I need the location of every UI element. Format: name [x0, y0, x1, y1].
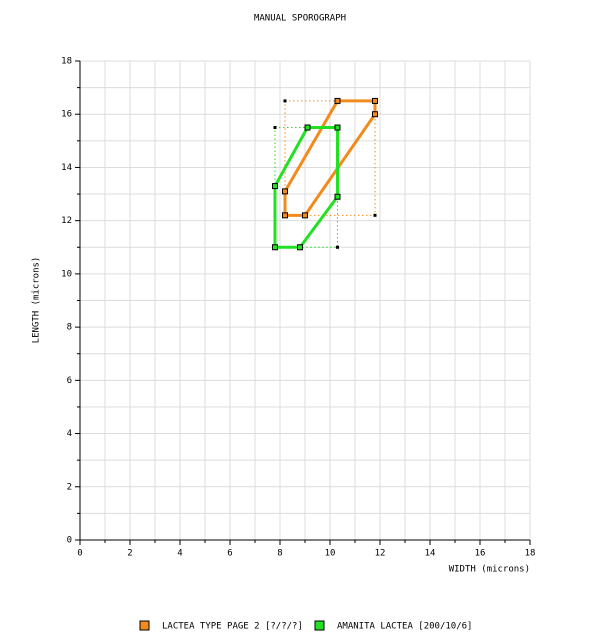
vertex — [272, 183, 278, 190]
vertex — [334, 97, 341, 104]
x-tick-label: 8 — [277, 549, 282, 559]
legend-label: LACTEA TYPE PAGE 2 [?/?/?] — [162, 622, 303, 632]
y-tick-label: 4 — [67, 429, 72, 439]
x-tick-label: 14 — [425, 549, 436, 559]
chart-title: MANUAL SPOROGRAPH — [254, 14, 346, 24]
y-tick-label: 10 — [61, 269, 72, 279]
vertex — [372, 97, 378, 104]
x-tick-label: 0 — [77, 549, 82, 559]
x-tick-label: 16 — [475, 549, 486, 559]
x-tick-label: 18 — [525, 549, 536, 559]
y-tick-label: 6 — [67, 376, 72, 386]
vertex — [372, 111, 378, 118]
legend-swatch — [314, 620, 325, 631]
vertex — [297, 244, 303, 251]
y-tick-label: 0 — [67, 536, 72, 546]
x-tick-label: 6 — [227, 549, 232, 559]
y-tick-label: 16 — [61, 110, 72, 120]
vertex — [282, 212, 288, 219]
x-tick-label: 2 — [127, 549, 132, 559]
vertex — [302, 212, 308, 219]
box-corner — [283, 99, 287, 103]
y-axis-label: LENGTH (microns) — [32, 257, 42, 344]
y-tick-label: 18 — [61, 57, 72, 67]
box-corner — [373, 213, 377, 217]
x-tick-label: 10 — [325, 549, 336, 559]
vertex — [282, 188, 288, 195]
legend-swatch — [139, 620, 150, 631]
bounding-box — [284, 100, 376, 216]
x-tick-label: 12 — [375, 549, 386, 559]
legend-label: AMANITA LACTEA [200/10/6] — [337, 622, 472, 632]
y-tick-label: 2 — [67, 482, 72, 492]
y-tick-label: 8 — [67, 323, 72, 333]
y-tick-label: 14 — [61, 163, 72, 173]
vertex — [272, 244, 278, 251]
x-tick-label: 4 — [177, 549, 182, 559]
vertex — [334, 193, 341, 200]
vertex — [334, 124, 341, 131]
box-corner — [273, 126, 277, 130]
vertex — [304, 124, 311, 131]
x-axis-label: WIDTH (microns) — [449, 565, 530, 575]
box-corner — [336, 245, 339, 249]
y-tick-label: 12 — [61, 216, 72, 226]
